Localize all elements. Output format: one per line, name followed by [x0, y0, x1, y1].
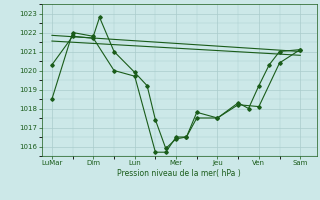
X-axis label: Pression niveau de la mer( hPa ): Pression niveau de la mer( hPa )	[117, 169, 241, 178]
